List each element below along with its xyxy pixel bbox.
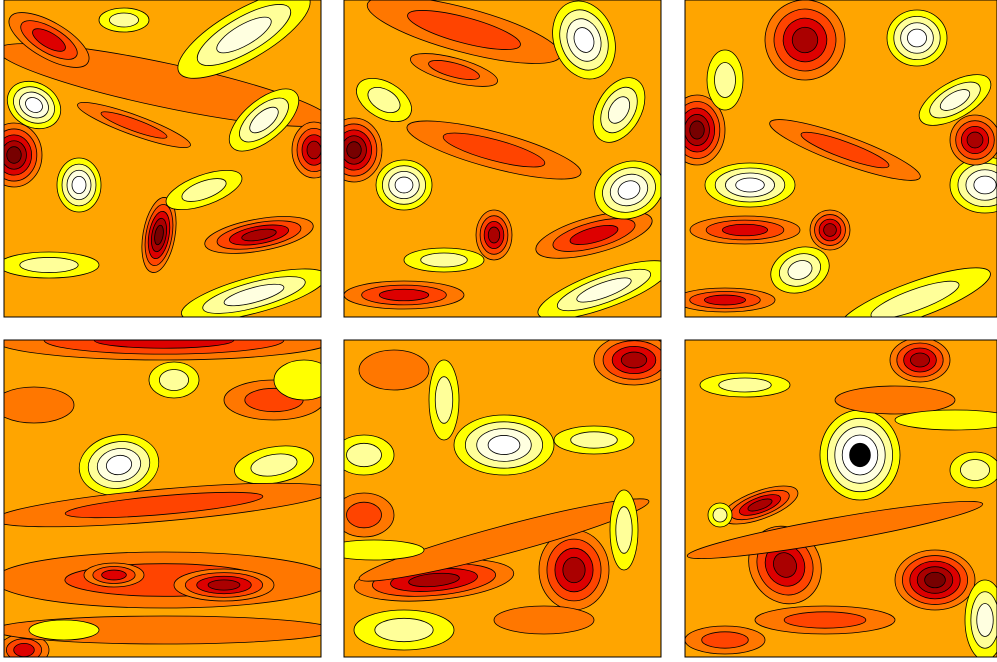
- contour-level: [747, 498, 773, 512]
- contour-level: [394, 176, 414, 194]
- contour-level: [346, 141, 362, 159]
- contour-level: [718, 377, 772, 393]
- contour-level: [181, 178, 227, 202]
- contour-level: [216, 16, 272, 54]
- contour-level: [712, 507, 728, 523]
- panel-frame: [343, 339, 662, 658]
- contour-level: [428, 60, 480, 80]
- contour-level: [791, 26, 819, 54]
- contour-level: [358, 349, 430, 391]
- contour-level: [19, 257, 79, 273]
- contour-panel: [685, 340, 997, 657]
- contour-level: [686, 500, 984, 560]
- contour-level: [408, 572, 460, 588]
- contour-level: [966, 131, 984, 149]
- contour-level: [6, 146, 22, 164]
- contour-level: [870, 280, 960, 317]
- contour-level: [924, 571, 946, 589]
- contour-level: [154, 224, 164, 246]
- contour-level: [907, 28, 927, 48]
- contour-level: [306, 140, 321, 160]
- panel-frame: [343, 0, 662, 318]
- contour-level: [773, 552, 797, 578]
- contour-level: [442, 132, 546, 168]
- panel-frame: [684, 0, 997, 318]
- contour-level: [249, 106, 279, 134]
- contour-level: [207, 579, 241, 591]
- contour-panel: [685, 0, 997, 317]
- panel-frame: [3, 339, 322, 658]
- contour-level: [250, 453, 298, 477]
- contour-level: [894, 409, 997, 431]
- contour-level: [735, 177, 765, 193]
- contour-level: [378, 288, 430, 302]
- contour-level: [823, 223, 837, 237]
- contour-level: [939, 89, 971, 111]
- contour-level: [159, 369, 189, 391]
- contour-level: [100, 111, 168, 139]
- contour-level: [714, 62, 736, 98]
- contour-level: [374, 617, 434, 643]
- contour-level: [407, 10, 521, 50]
- contour-level: [109, 12, 139, 28]
- contour-panel: [344, 340, 661, 657]
- contour-level: [223, 283, 285, 307]
- contour-level: [358, 498, 650, 582]
- contour-level: [101, 569, 127, 581]
- contour-level: [849, 442, 871, 468]
- contour-level: [4, 386, 75, 424]
- contour-level: [620, 351, 648, 369]
- contour-level: [105, 454, 133, 476]
- contour-level: [800, 131, 890, 169]
- contour-level: [487, 435, 521, 455]
- contour-level: [783, 611, 867, 629]
- contour-panel: [4, 0, 321, 317]
- contour-level: [346, 501, 382, 529]
- contour-level: [721, 223, 769, 237]
- contour-level: [910, 352, 930, 368]
- contour-level: [787, 260, 813, 280]
- contour-level: [493, 605, 595, 635]
- contour-level: [487, 226, 501, 244]
- contour-panel: [344, 0, 661, 317]
- contour-level: [615, 506, 633, 554]
- contour-level: [32, 28, 66, 52]
- contour-level: [25, 97, 43, 113]
- contour-level: [834, 385, 956, 415]
- contour-panel: [4, 340, 321, 657]
- contour-level: [573, 27, 595, 53]
- contour-level: [617, 180, 641, 200]
- contour-level: [64, 491, 264, 519]
- contour-level: [976, 603, 994, 637]
- panel-frame: [684, 339, 997, 658]
- contour-level: [241, 228, 277, 242]
- contour-level: [562, 556, 586, 584]
- contour-level: [367, 86, 401, 114]
- contour-level: [570, 431, 618, 449]
- contour-level: [569, 225, 619, 245]
- contour-level: [71, 176, 87, 194]
- contour-level: [576, 277, 632, 303]
- contour-level: [28, 619, 100, 641]
- contour-level: [701, 631, 749, 649]
- contour-level: [420, 252, 468, 268]
- contour-level: [973, 175, 997, 195]
- contour-level: [273, 359, 321, 401]
- contour-level: [434, 376, 454, 424]
- contour-level: [13, 643, 35, 657]
- panel-background: [344, 340, 661, 657]
- contour-level: [689, 120, 705, 140]
- contour-level: [344, 539, 425, 561]
- contour-level: [607, 96, 631, 124]
- contour-level: [960, 459, 990, 481]
- panel-frame: [3, 0, 322, 318]
- contour-level: [704, 294, 746, 306]
- contour-level: [346, 442, 382, 468]
